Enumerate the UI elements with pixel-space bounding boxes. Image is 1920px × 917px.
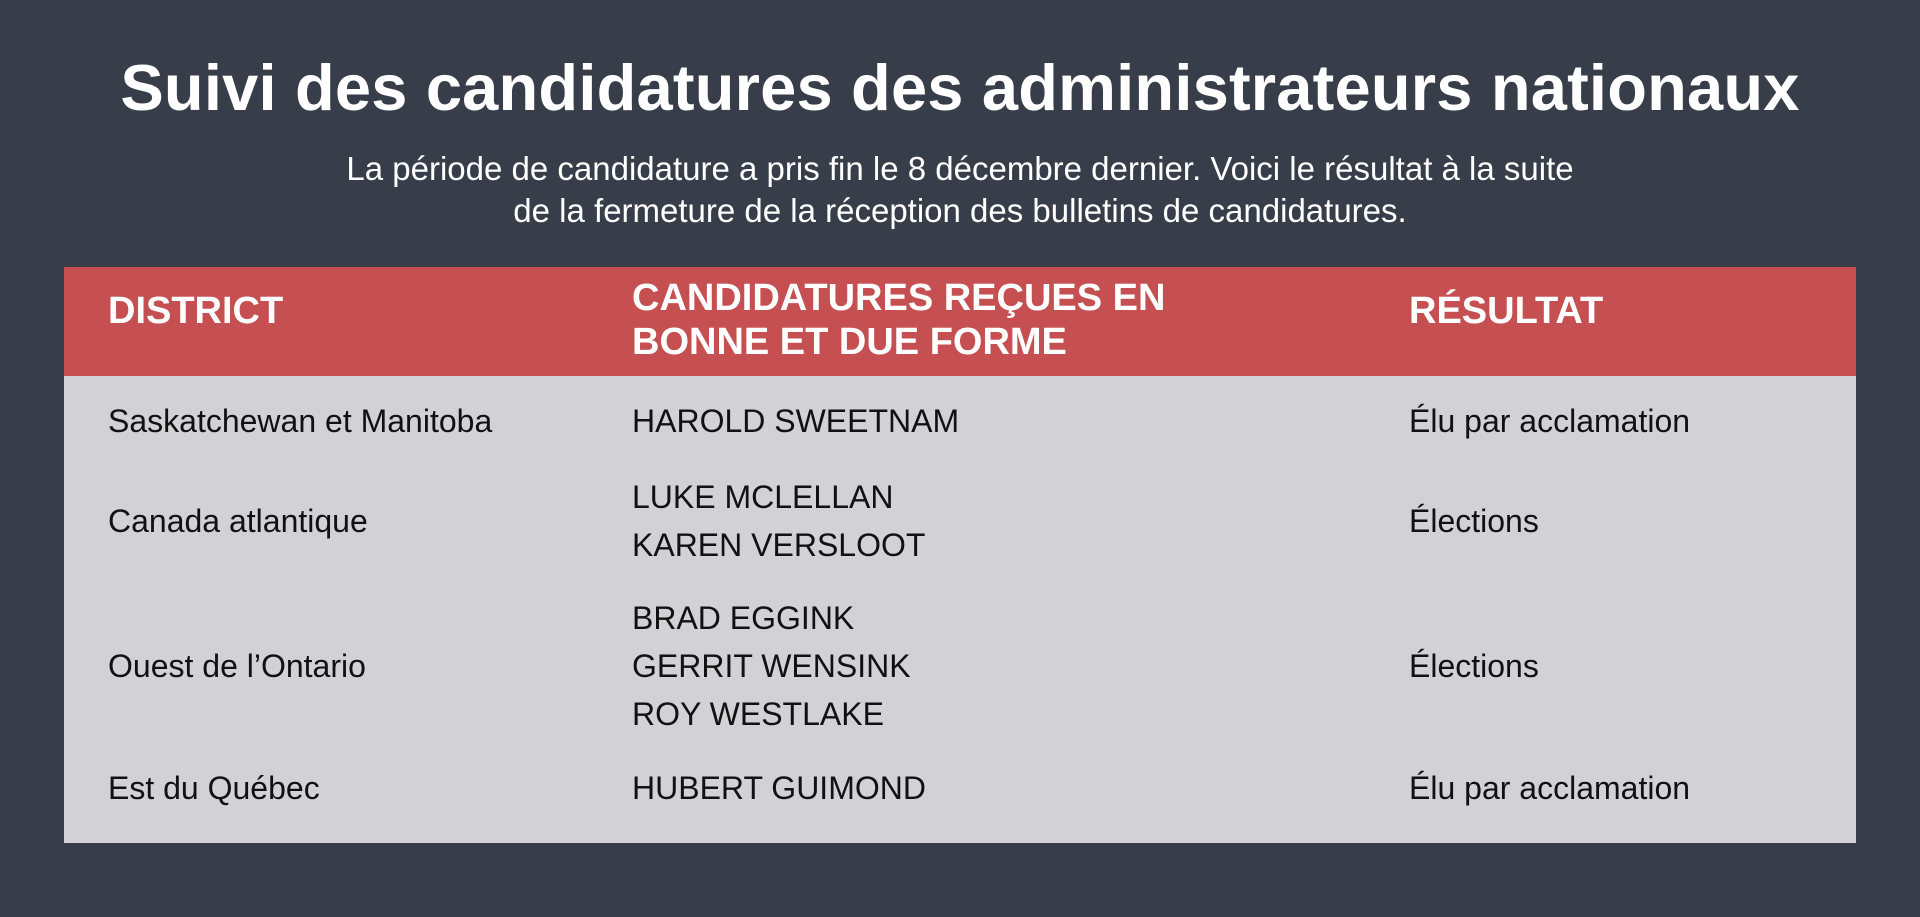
- page-title: Suivi des candidatures des administrateu…: [120, 51, 1800, 124]
- candidate-name: LUKE MCLELLAN: [632, 479, 894, 515]
- page-subtitle: La période de candidature a pris fin le …: [0, 148, 1920, 232]
- result-cell: Élections: [1409, 503, 1539, 539]
- candidates-cell: HAROLD SWEETNAM: [632, 397, 959, 445]
- column-header-result: RÉSULTAT: [1409, 290, 1604, 332]
- result-cell: Élections: [1409, 648, 1539, 684]
- district-cell: Saskatchewan et Manitoba: [108, 403, 493, 439]
- candidates-cell: LUKE MCLELLAN KAREN VERSLOOT: [632, 473, 925, 569]
- district-cell: Ouest de l’Ontario: [108, 648, 366, 684]
- district-cell: Canada atlantique: [108, 503, 368, 539]
- candidate-name: HAROLD SWEETNAM: [632, 403, 960, 439]
- candidate-name: GERRIT WENSINK: [632, 648, 911, 684]
- district-cell: Est du Québec: [108, 770, 320, 806]
- candidate-name: KAREN VERSLOOT: [632, 527, 926, 563]
- column-header-candidates: CANDIDATURES REÇUES EN BONNE ET DUE FORM…: [632, 277, 1166, 363]
- subtitle-line-2: de la fermeture de la réception des bull…: [513, 192, 1407, 229]
- candidate-name: HUBERT GUIMOND: [632, 770, 926, 806]
- candidate-name: BRAD EGGINK: [632, 600, 855, 636]
- column-header-district: DISTRICT: [108, 290, 284, 332]
- result-cell: Élu par acclamation: [1409, 403, 1691, 439]
- subtitle-line-1: La période de candidature a pris fin le …: [346, 150, 1574, 187]
- table-header: DISTRICT CANDIDATURES REÇUES EN BONNE ET…: [64, 267, 1856, 376]
- candidates-cell: HUBERT GUIMOND: [632, 764, 926, 812]
- candidate-name: ROY WESTLAKE: [632, 696, 884, 732]
- result-cell: Élu par acclamation: [1409, 770, 1691, 806]
- candidates-cell: BRAD EGGINK GERRIT WENSINK ROY WESTLAKE: [632, 594, 911, 738]
- candidates-table: DISTRICT CANDIDATURES REÇUES EN BONNE ET…: [64, 267, 1856, 843]
